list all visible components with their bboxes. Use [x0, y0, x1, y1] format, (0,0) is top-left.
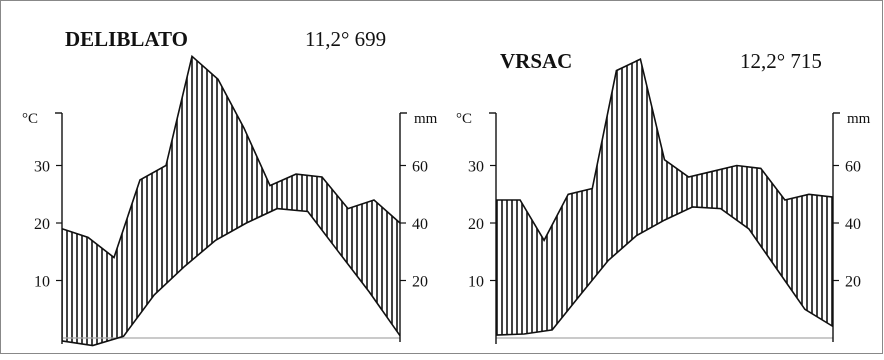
- left-tick-label: 30: [34, 159, 50, 176]
- right-tick-label: 40: [412, 216, 428, 233]
- right-tick-label: 60: [845, 159, 861, 176]
- left-unit-label: °C: [22, 111, 38, 127]
- left-tick-label: 20: [34, 216, 50, 233]
- temperature-line: [61, 207, 401, 347]
- right-tick-label: 20: [412, 274, 428, 291]
- station-title: VRSAC: [500, 49, 572, 73]
- temperature-line: [495, 206, 834, 336]
- station-summary: 11,2° 699: [305, 27, 386, 51]
- right-unit-label: mm: [847, 111, 871, 127]
- hatched-region: [62, 56, 400, 346]
- left-tick-label: 30: [468, 159, 484, 176]
- left-tick-label: 10: [468, 274, 484, 291]
- climate-diagram-1: 10 20 30 20 40 60 °C mm DELIBLATO 11,2° 699: [22, 27, 438, 347]
- station-title: DELIBLATO: [65, 27, 188, 51]
- left-tick-label: 10: [34, 274, 50, 291]
- precipitation-line: [61, 54, 401, 259]
- station-summary: 12,2° 715: [740, 49, 822, 73]
- left-tick-label: 20: [468, 216, 484, 233]
- right-tick-label: 60: [412, 159, 428, 176]
- precipitation-line: [496, 57, 834, 242]
- right-tick-label: 20: [845, 274, 861, 291]
- right-tick-label: 40: [845, 216, 861, 233]
- climate-diagram-2: 10 20 30 20 40 60 °C mm VRSAC 12,2° 715: [456, 49, 871, 344]
- right-unit-label: mm: [414, 111, 438, 127]
- left-unit-label: °C: [456, 111, 472, 127]
- hatched-region: [496, 59, 833, 336]
